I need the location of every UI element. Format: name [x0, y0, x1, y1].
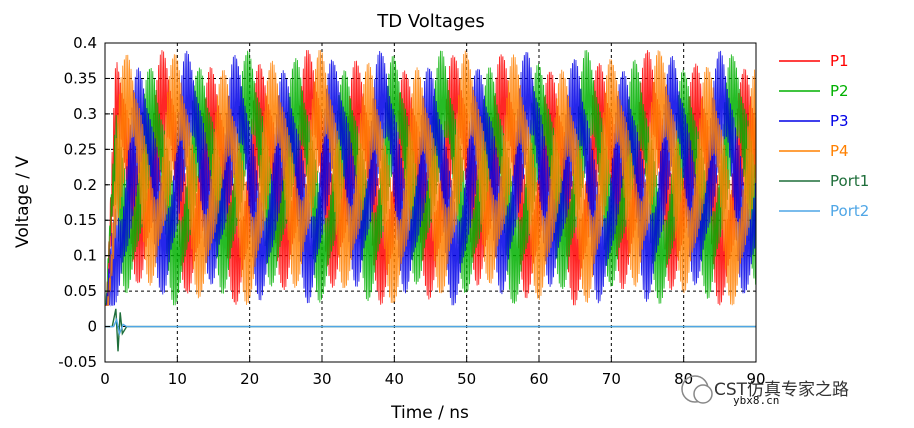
- watermark-subtext: ybx8.cn: [733, 394, 779, 407]
- zero-layer: [105, 308, 756, 352]
- x-axis-title: Time / ns: [390, 403, 469, 423]
- y-tick-label: 0.2: [73, 176, 97, 194]
- series-line-p1: [105, 50, 757, 306]
- y-tick-label: 0.1: [73, 247, 97, 265]
- legend-label-p4: P4: [830, 142, 849, 160]
- y-tick-label: 0.25: [64, 140, 97, 158]
- y-tick-label: 0.15: [64, 211, 97, 229]
- series-line-port2: [105, 317, 756, 337]
- x-tick-label: 30: [312, 370, 331, 388]
- y-axis-title: Voltage / V: [13, 156, 33, 248]
- y-axis: -0.05 0 0.05 0.1 0.15 0.2 0.25 0.3 0.35 0.4: [58, 34, 110, 371]
- x-tick-label: 70: [602, 370, 621, 388]
- watermark-text: CST仿真专家之路: [714, 380, 849, 400]
- y-tick-label: 0.35: [64, 69, 97, 87]
- x-tick-label: 0: [100, 370, 110, 388]
- x-tick-label: 50: [457, 370, 476, 388]
- x-axis: 0 10 20 30 40 50 60 70 80 90: [100, 357, 766, 388]
- chart-title: TD Voltages: [376, 11, 484, 32]
- legend-label-p1: P1: [830, 52, 849, 70]
- watermark: CST仿真专家之路 ybx8.cn: [681, 375, 849, 407]
- watermark-icon-bubble: [693, 384, 713, 404]
- series-line-p4: [105, 50, 757, 306]
- legend-label-port2: Port2: [830, 202, 869, 220]
- x-tick-label: 40: [385, 370, 404, 388]
- y-tick-label: 0.05: [64, 282, 97, 300]
- legend-label-p2: P2: [830, 82, 849, 100]
- y-tick-label: 0: [87, 318, 97, 336]
- x-tick-label: 20: [240, 370, 259, 388]
- y-tick-label: 0.3: [73, 105, 97, 123]
- legend-label-port1: Port1: [830, 172, 869, 190]
- y-tick-label: 0.4: [73, 34, 97, 52]
- legend: P1 P2 P3 P4 Port1 Port2: [779, 52, 869, 220]
- legend-label-p3: P3: [830, 112, 849, 130]
- x-tick-label: 60: [529, 370, 548, 388]
- plot-frame: [104, 42, 757, 363]
- y-tick-label: -0.05: [58, 353, 97, 371]
- x-tick-label: 80: [674, 370, 693, 388]
- x-tick-label: 90: [746, 370, 765, 388]
- data-layer: [105, 50, 757, 307]
- x-tick-label: 10: [168, 370, 187, 388]
